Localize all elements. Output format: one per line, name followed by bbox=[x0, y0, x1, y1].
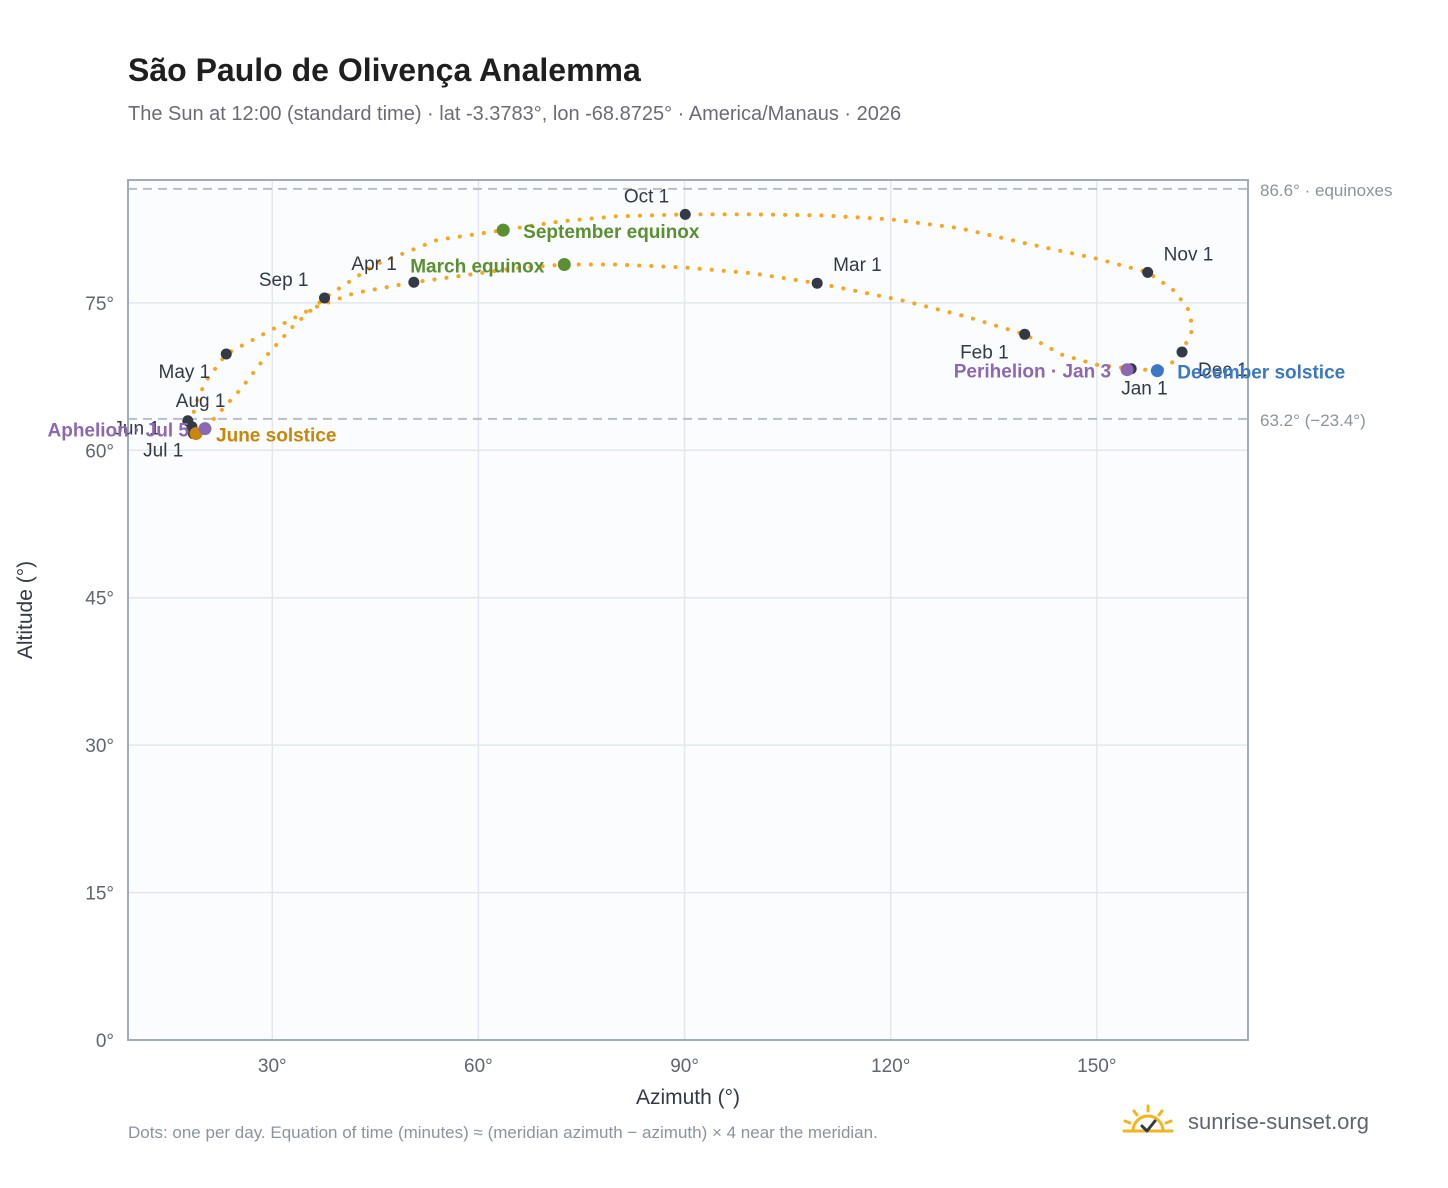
y-tick-label: 45° bbox=[85, 589, 114, 610]
y-tick-label: 75° bbox=[85, 294, 114, 315]
month-marker-label: Aug 1 bbox=[176, 391, 226, 412]
y-tick-label: 30° bbox=[85, 736, 114, 757]
event-markers: March equinox September equinox June solst… bbox=[48, 222, 1346, 446]
brand[interactable]: sunrise-sunset.org bbox=[1120, 1102, 1369, 1142]
axis-ticks: 30° 60° 90° 120° 150° 0° 15° 30° 45° 60° 75° bbox=[85, 294, 1116, 1077]
month-marker-label: Jul 1 bbox=[143, 441, 183, 462]
plot-area bbox=[128, 180, 1248, 1040]
x-tick-label: 120° bbox=[871, 1056, 910, 1077]
event-label: Perihelion · Jan 3 bbox=[954, 362, 1111, 383]
month-marker bbox=[408, 276, 420, 288]
daily-sun-positions bbox=[189, 212, 1196, 436]
reference-line-label: 63.2° (−23.4°) bbox=[1260, 411, 1366, 430]
month-marker bbox=[1019, 328, 1031, 340]
event-label: December solstice bbox=[1177, 363, 1345, 384]
month-marker-label: Jan 1 bbox=[1121, 379, 1167, 400]
month-marker bbox=[1176, 346, 1188, 358]
event-marker bbox=[496, 223, 510, 237]
plot-frame bbox=[127, 179, 1249, 1041]
month-marker bbox=[319, 292, 331, 304]
event-label: June solstice bbox=[216, 426, 336, 447]
month-marker bbox=[811, 277, 823, 289]
analemma-curve bbox=[189, 212, 1196, 436]
month-marker-label: Dec 1 bbox=[1198, 360, 1248, 381]
x-tick-label: 90° bbox=[670, 1056, 699, 1077]
event-marker bbox=[198, 422, 212, 436]
event-label: September equinox bbox=[523, 222, 700, 243]
y-tick-label: 15° bbox=[85, 884, 114, 905]
month-marker bbox=[220, 348, 232, 360]
month-marker bbox=[182, 415, 194, 427]
event-marker bbox=[557, 258, 571, 272]
chart-subtitle: The Sun at 12:00 (standard time) · lat -… bbox=[128, 103, 902, 125]
month-marker bbox=[1142, 266, 1154, 278]
event-label: March equinox bbox=[410, 257, 545, 278]
sun-check-icon bbox=[1122, 1104, 1174, 1133]
month-marker-label: Jun 1 bbox=[113, 419, 159, 440]
reference-lines: 86.6° · equinoxes 63.2° (−23.4°) bbox=[128, 181, 1393, 430]
month-marker-label: Nov 1 bbox=[1164, 244, 1214, 265]
month-marker-label: Sep 1 bbox=[259, 270, 309, 291]
event-marker bbox=[1120, 363, 1134, 377]
month-marker-label: Oct 1 bbox=[624, 186, 669, 207]
chart-title: São Paulo de Olivença Analemma bbox=[128, 52, 641, 88]
y-tick-label: 60° bbox=[85, 441, 114, 462]
month-marker bbox=[679, 208, 691, 220]
brand-name: sunrise-sunset.org bbox=[1188, 1109, 1369, 1134]
y-axis-label: Altitude (°) bbox=[14, 561, 37, 659]
x-tick-label: 60° bbox=[464, 1056, 493, 1077]
x-tick-label: 30° bbox=[258, 1056, 287, 1077]
month-marker-label: May 1 bbox=[159, 362, 211, 383]
y-tick-label: 0° bbox=[96, 1031, 114, 1052]
footnote: Dots: one per day. Equation of time (min… bbox=[128, 1123, 878, 1142]
reference-line-label: 86.6° · equinoxes bbox=[1260, 181, 1393, 200]
x-tick-label: 150° bbox=[1077, 1056, 1116, 1077]
month-marker-label: Feb 1 bbox=[960, 342, 1009, 363]
month-marker-label: Mar 1 bbox=[833, 255, 882, 276]
event-marker bbox=[1150, 364, 1164, 378]
event-label: Aphelion · Jul 5 bbox=[48, 421, 190, 442]
month-marker-label: Apr 1 bbox=[351, 254, 396, 275]
x-axis-label: Azimuth (°) bbox=[636, 1086, 740, 1109]
